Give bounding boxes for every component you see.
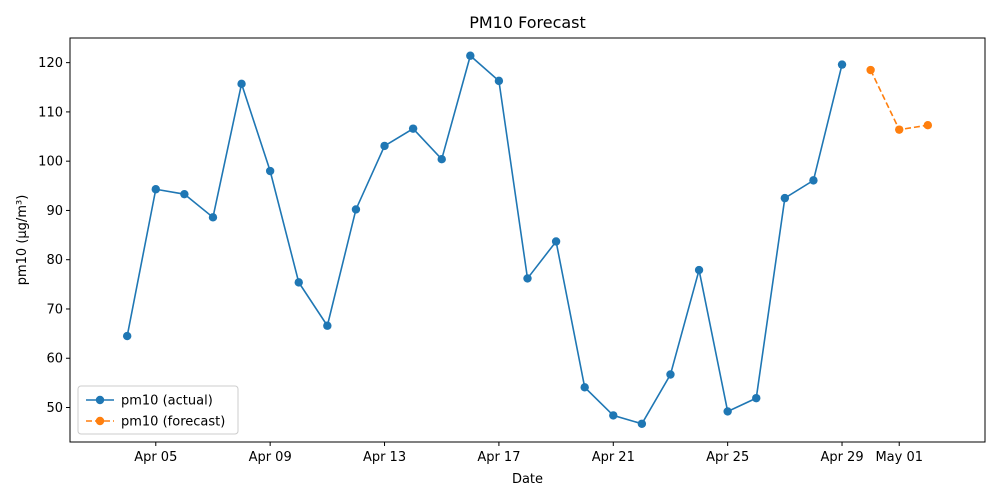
data-point bbox=[895, 125, 904, 134]
data-point bbox=[580, 383, 589, 392]
x-tick-label: May 01 bbox=[875, 450, 923, 465]
data-point bbox=[437, 155, 446, 164]
y-tick-label: 110 bbox=[38, 105, 63, 120]
y-tick-label: 100 bbox=[38, 155, 63, 170]
y-tick-label: 80 bbox=[46, 253, 63, 268]
chart-title: PM10 Forecast bbox=[469, 13, 586, 32]
plot-frame bbox=[69, 37, 986, 443]
data-point bbox=[351, 205, 361, 214]
legend-label: pm10 (forecast) bbox=[121, 415, 225, 430]
y-tick-label: 50 bbox=[46, 401, 63, 416]
y-tick-label: 120 bbox=[38, 56, 63, 71]
data-point bbox=[294, 278, 303, 287]
data-point bbox=[694, 265, 704, 275]
data-point bbox=[122, 331, 132, 341]
data-point bbox=[523, 274, 532, 283]
y-tick-label: 70 bbox=[46, 302, 63, 317]
legend: pm10 (actual) pm10 (forecast) bbox=[77, 385, 239, 435]
data-point bbox=[265, 166, 275, 176]
x-tick-label: Apr 29 bbox=[820, 450, 863, 465]
data-point bbox=[551, 237, 561, 246]
data-point bbox=[408, 124, 418, 133]
data-point bbox=[151, 185, 160, 194]
series-forecast bbox=[866, 65, 933, 134]
data-point bbox=[809, 176, 818, 185]
data-point bbox=[380, 141, 389, 151]
data-point bbox=[923, 121, 933, 130]
x-axis-title: Date bbox=[512, 472, 543, 487]
data-point bbox=[637, 419, 647, 428]
data-point bbox=[666, 370, 675, 379]
plot-marks bbox=[122, 51, 933, 428]
data-point bbox=[208, 213, 218, 222]
data-point bbox=[866, 65, 875, 75]
y-tick-label: 60 bbox=[46, 352, 63, 367]
data-point bbox=[180, 189, 189, 199]
x-tick-label: Apr 25 bbox=[706, 450, 749, 465]
x-axis-ticks: Apr 05 Apr 09 Apr 13 Apr 17 Apr 21 Apr 25 Apr … bbox=[134, 442, 923, 465]
y-axis-title: pm10 (µg/m³) bbox=[15, 195, 30, 286]
data-point bbox=[780, 193, 790, 203]
x-tick-label: Apr 21 bbox=[592, 450, 635, 465]
x-tick-label: Apr 13 bbox=[363, 450, 406, 465]
data-point bbox=[237, 79, 246, 89]
series-line bbox=[126, 54, 843, 425]
legend-box bbox=[77, 385, 239, 435]
legend-marker bbox=[95, 416, 105, 426]
data-point bbox=[494, 76, 504, 86]
data-point bbox=[723, 407, 732, 416]
axes: Apr 05 Apr 09 Apr 13 Apr 17 Apr 21 Apr 25 Apr … bbox=[38, 37, 986, 465]
data-point bbox=[466, 51, 475, 60]
legend-marker bbox=[95, 395, 105, 405]
data-point bbox=[752, 393, 761, 403]
series-line bbox=[869, 69, 928, 131]
y-axis-ticks: 50 60 70 80 90 100 110 120 bbox=[38, 56, 70, 416]
data-point bbox=[837, 60, 847, 69]
series-actual bbox=[122, 51, 847, 428]
legend-label: pm10 (actual) bbox=[121, 394, 213, 409]
x-tick-label: Apr 09 bbox=[249, 450, 292, 465]
y-tick-label: 90 bbox=[46, 204, 63, 219]
data-point bbox=[609, 411, 618, 420]
data-point bbox=[323, 321, 332, 330]
x-tick-label: Apr 05 bbox=[134, 450, 177, 465]
x-tick-label: Apr 17 bbox=[477, 450, 520, 465]
